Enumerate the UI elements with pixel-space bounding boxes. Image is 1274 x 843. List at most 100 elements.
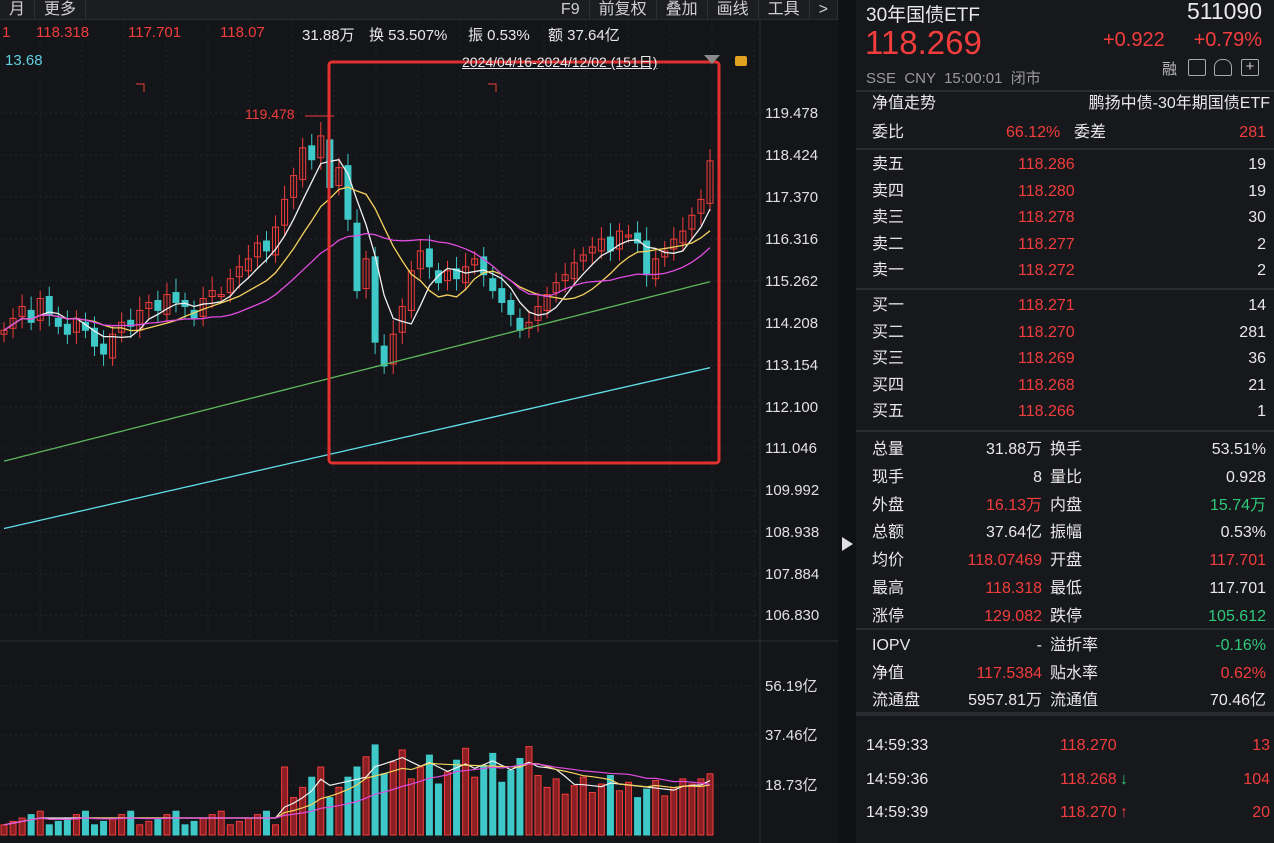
volume-bar [643, 788, 651, 836]
tick-volume: 104 [1243, 770, 1270, 788]
volume-bar [552, 778, 560, 836]
detail-label: 现手 [872, 468, 905, 486]
ask-row[interactable]: 卖五 118.286 19 [856, 152, 1274, 178]
ask-row[interactable]: 卖四 118.280 19 [856, 179, 1274, 205]
candle-body [489, 278, 497, 292]
volume-bar [63, 817, 71, 836]
candle-body [371, 256, 379, 343]
security-code: 511090 [1186, 0, 1262, 24]
bid-label: 买三 [872, 350, 905, 368]
ask-row[interactable]: 卖二 118.277 2 [856, 232, 1274, 258]
ask-row[interactable]: 卖三 118.278 30 [856, 205, 1274, 231]
toolbar-overlay[interactable]: 叠加 [657, 0, 708, 20]
bell-icon[interactable] [1214, 59, 1232, 76]
range-label[interactable]: 2024/04/16-2024/12/02 (151日) [462, 54, 658, 70]
detail-value: 117.5384 [976, 664, 1042, 682]
volume-bar [679, 778, 687, 836]
stat-high: 118.318 [36, 24, 90, 41]
toolbar-tools[interactable]: 工具 [759, 0, 810, 20]
detail-row: 现手 8 量比 0.928 [856, 465, 1274, 491]
ratio-value: 66.12% [1006, 124, 1061, 141]
ask-price: 118.278 [1018, 209, 1075, 227]
bid-price: 118.270 [1018, 323, 1075, 341]
toolbar-draw[interactable]: 画线 [708, 0, 759, 20]
candle-body [588, 246, 596, 254]
ask-price: 118.277 [1018, 235, 1075, 253]
volume-bar [326, 797, 334, 836]
ma120-line [3, 367, 711, 530]
ask-label: 卖三 [872, 209, 905, 227]
candle-body [317, 135, 325, 159]
candle-body [344, 165, 352, 220]
ask-volume: 30 [1248, 209, 1266, 227]
volume-bar [688, 783, 696, 836]
volume-bar [118, 814, 126, 836]
detail-value: 8 [1033, 468, 1042, 486]
candle-body [615, 230, 623, 250]
nav-row[interactable]: 净值走势 鹏扬中债-30年期国债ETF [856, 91, 1274, 117]
edit-icon[interactable] [1188, 59, 1206, 76]
volume-bar [290, 797, 298, 836]
detail-value: 31.88万 [985, 441, 1042, 458]
volume-bar [697, 778, 705, 836]
volume-bar [154, 817, 162, 836]
bid-row[interactable]: 买五 118.266 1 [856, 399, 1274, 425]
stat-open: 117.701 [128, 24, 182, 41]
toolbar-period-month[interactable]: 月 [0, 0, 36, 20]
volume-bar [462, 747, 470, 836]
ask-row[interactable]: 卖一 118.272 2 [856, 258, 1274, 284]
candle-body [100, 343, 108, 355]
toolbar-adjust[interactable]: 前复权 [590, 0, 657, 20]
candle-body [272, 226, 280, 256]
volume-bar [91, 824, 99, 836]
toolbar-next[interactable]: > [810, 0, 838, 20]
detail-row: 总额 37.64亿 振幅 0.53% [856, 520, 1274, 546]
toolbar-f9[interactable]: F9 [552, 0, 590, 20]
add-icon[interactable]: + [1241, 59, 1259, 76]
volume-bar [235, 820, 243, 836]
candle-body [498, 288, 506, 303]
detail-value: 15.74万 [1209, 496, 1266, 514]
peak-label: 119.478 [245, 106, 295, 122]
detail-label: 最低 [1050, 580, 1083, 597]
ma5-line [3, 159, 711, 339]
volume-bar [489, 752, 497, 836]
price-axis-label: 113.154 [765, 357, 818, 374]
volume-bar [190, 820, 198, 836]
bid-row[interactable]: 买三 118.269 36 [856, 346, 1274, 372]
detail-row: 流通盘 5957.81万 流通值 70.46亿 [856, 688, 1274, 714]
detail-value: 0.62% [1220, 664, 1266, 682]
bid-row[interactable]: 买一 118.271 14 [856, 293, 1274, 319]
volume-bar [344, 776, 352, 836]
candle-body [625, 234, 633, 238]
detail-label: 最高 [872, 580, 905, 597]
range-dropdown-icon[interactable] [704, 55, 720, 64]
volume-bar [434, 783, 442, 836]
ask-volume: 19 [1248, 182, 1266, 200]
candle-body [63, 323, 71, 335]
candle-body [262, 240, 270, 252]
detail-label: 总量 [872, 441, 905, 458]
candle-body [9, 317, 17, 329]
detail-row: 外盘 16.13万 内盘 15.74万 [856, 493, 1274, 519]
bid-row[interactable]: 买二 118.270 281 [856, 320, 1274, 346]
bid-row[interactable]: 买四 118.268 21 [856, 373, 1274, 399]
lock-icon[interactable] [735, 56, 747, 66]
volume-bar [371, 744, 379, 836]
price-change-pct: +0.79% [1193, 29, 1262, 51]
bid-label: 买四 [872, 376, 905, 394]
security-name: 30年国债ETF [866, 5, 981, 26]
margin-tag[interactable]: 融 [1162, 61, 1178, 78]
candle-body [172, 292, 180, 303]
candle-body [45, 296, 53, 315]
candle-body [579, 254, 587, 262]
collapse-arrow-icon[interactable] [842, 537, 853, 551]
ask-label: 卖二 [872, 235, 905, 253]
kline-chart-area[interactable]: 119.478 118.424 117.370 116.316 115.262 114.2… [0, 0, 838, 843]
toolbar-more[interactable]: 更多 [35, 0, 87, 20]
volume-bar [244, 817, 252, 836]
market-meta: SSE CNY 15:00:01 闭市 [866, 70, 1041, 87]
detail-label: 贴水率 [1050, 664, 1099, 682]
kline-chart[interactable]: 119.478 118.424 117.370 116.316 115.262 114.2… [0, 0, 838, 843]
candle-body [299, 147, 307, 181]
